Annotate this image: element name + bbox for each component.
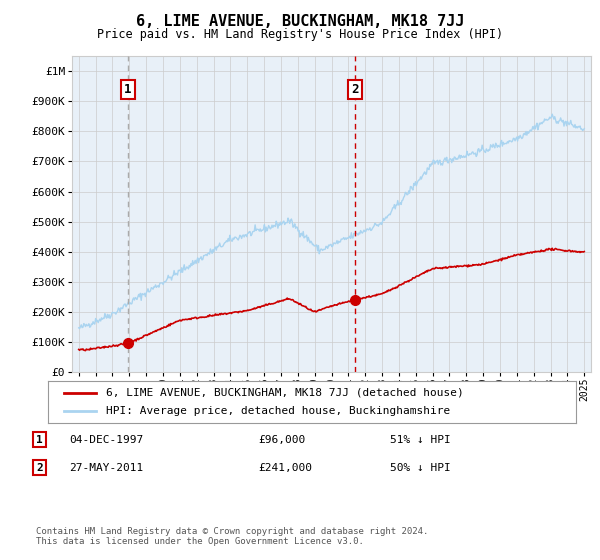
Text: 6, LIME AVENUE, BUCKINGHAM, MK18 7JJ (detached house): 6, LIME AVENUE, BUCKINGHAM, MK18 7JJ (de… xyxy=(106,388,464,398)
Text: 27-MAY-2011: 27-MAY-2011 xyxy=(69,463,143,473)
Text: 6, LIME AVENUE, BUCKINGHAM, MK18 7JJ: 6, LIME AVENUE, BUCKINGHAM, MK18 7JJ xyxy=(136,14,464,29)
Text: £241,000: £241,000 xyxy=(258,463,312,473)
Text: Contains HM Land Registry data © Crown copyright and database right 2024.
This d: Contains HM Land Registry data © Crown c… xyxy=(36,526,428,546)
Text: 51% ↓ HPI: 51% ↓ HPI xyxy=(390,435,451,445)
Text: 2: 2 xyxy=(36,463,43,473)
Text: HPI: Average price, detached house, Buckinghamshire: HPI: Average price, detached house, Buck… xyxy=(106,406,451,416)
Text: £96,000: £96,000 xyxy=(258,435,305,445)
Text: 1: 1 xyxy=(124,83,131,96)
Text: Price paid vs. HM Land Registry's House Price Index (HPI): Price paid vs. HM Land Registry's House … xyxy=(97,28,503,41)
Text: 1: 1 xyxy=(36,435,43,445)
Text: 50% ↓ HPI: 50% ↓ HPI xyxy=(390,463,451,473)
Text: 2: 2 xyxy=(351,83,359,96)
Text: 04-DEC-1997: 04-DEC-1997 xyxy=(69,435,143,445)
